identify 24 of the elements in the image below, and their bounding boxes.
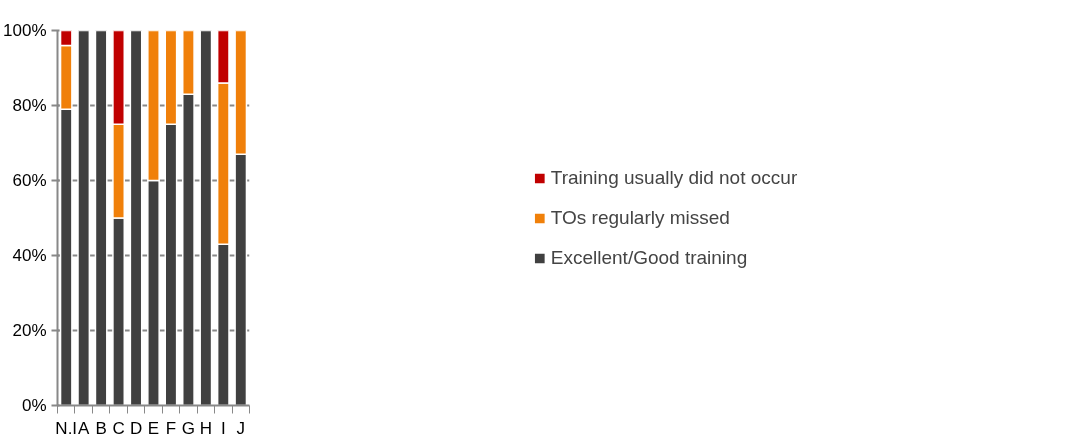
legend-label: Training usually did not occur [550, 166, 798, 189]
x-tick-label: A [78, 418, 91, 438]
x-tick-label: C [112, 418, 125, 438]
bar [199, 30, 213, 406]
x-tick-label: D [129, 418, 143, 438]
x-tick-label: E [147, 418, 160, 438]
y-tick-label: 80% [12, 96, 47, 115]
legend-label: TOs regularly missed [550, 206, 730, 229]
x-tick-label: G [181, 418, 196, 438]
x-tick-label: H [199, 418, 213, 438]
y-tick-label: 40% [12, 246, 47, 265]
y-tick-label: 20% [12, 321, 47, 340]
x-tick-label: I [220, 418, 226, 438]
x-tick-label: J [236, 418, 246, 438]
x-tick-label: F [165, 418, 177, 438]
bar [77, 30, 91, 406]
y-tick-label: 60% [12, 171, 47, 190]
bar [129, 30, 143, 406]
y-tick-label: 100% [3, 21, 47, 40]
legend-label: Excellent/Good training [550, 246, 748, 269]
x-tick-label: B [95, 418, 107, 438]
y-tick-label: 0% [21, 396, 47, 415]
x-tick-label: N.I [55, 418, 78, 438]
bar [94, 30, 108, 406]
